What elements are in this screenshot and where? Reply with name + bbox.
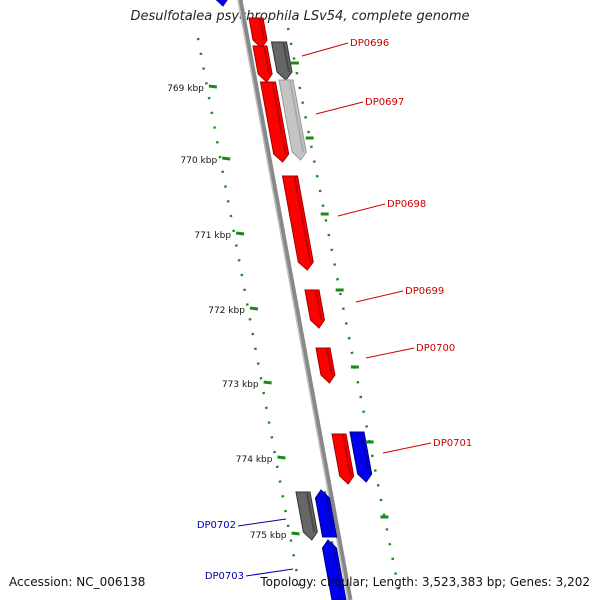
gene-label-dp0701[interactable]: DP0701 [382, 438, 472, 454]
major-tick [263, 380, 272, 385]
major-tick [222, 156, 231, 161]
gene-leader-line [337, 203, 386, 217]
major-tick [235, 231, 245, 236]
gene-layer [213, 0, 373, 600]
gene-arrow-reverse[interactable] [321, 539, 347, 600]
gene-arrow[interactable] [315, 347, 336, 384]
gene-leader-line [315, 101, 364, 115]
gene-label-dp0697[interactable]: DP0697 [315, 97, 404, 115]
gene-label-text[interactable]: DP0697 [365, 97, 404, 108]
kbp-tick-label: 775 kbp [250, 531, 287, 541]
gene-arrow[interactable] [259, 81, 290, 163]
gene-leader-line [365, 347, 415, 359]
map-title: Desulfotalea psychrophila LSv54, complet… [130, 9, 470, 24]
gene-arrow-other[interactable] [295, 491, 318, 541]
gene-leader-line [355, 290, 404, 303]
gene-arrow[interactable] [252, 45, 273, 83]
gene-arrow[interactable] [331, 433, 355, 485]
kbp-tick-label: 774 kbp [236, 455, 273, 465]
gene-arrow[interactable] [248, 17, 268, 49]
gene-leader-line [382, 442, 432, 454]
gene-arrow[interactable] [281, 175, 314, 271]
gene-label-text[interactable]: DP0702 [197, 520, 236, 531]
gene-arrow-reverse[interactable] [314, 489, 338, 538]
kbp-tick-label: 772 kbp [208, 306, 245, 316]
gene-label-text[interactable]: DP0698 [387, 199, 426, 210]
gene-arrow-reverse[interactable] [213, 0, 228, 7]
gene-leader-line [237, 518, 287, 527]
accession-text: Accession: NC_006138 [9, 575, 146, 589]
kbp-tick-label: 769 kbp [167, 84, 204, 94]
gene-label-dp0703[interactable]: DP0703 [205, 568, 294, 582]
gene-label-text[interactable]: DP0700 [416, 343, 455, 354]
gene-arrow-reverse[interactable] [349, 431, 373, 483]
genome-backbone [237, 0, 353, 600]
gene-leader-line [301, 42, 349, 57]
gene-label-dp0696[interactable]: DP0696 [301, 38, 389, 57]
gene-arrow-other[interactable] [278, 79, 307, 161]
kbp-tick-label: 770 kbp [181, 156, 218, 166]
major-tick [249, 306, 259, 311]
topology-summary: Topology: circular; Length: 3,523,383 bp… [260, 575, 590, 589]
gene-arrow[interactable] [304, 289, 326, 329]
kbp-label-layer: 769 kbp 770 kbp 771 kbp 772 kbp 773 kbp 774 k… [167, 61, 389, 541]
major-tick [208, 84, 218, 89]
gene-label-dp0699[interactable]: DP0699 [355, 286, 444, 303]
kbp-tick-label: 771 kbp [194, 231, 231, 241]
gene-label-text[interactable]: DP0699 [405, 286, 444, 297]
gene-label-dp0700[interactable]: DP0700 [365, 343, 455, 359]
gene-label-text[interactable]: DP0703 [205, 571, 244, 582]
kbp-tick-label: 773 kbp [222, 380, 259, 390]
major-tick [277, 455, 286, 460]
gene-label-text[interactable]: DP0696 [350, 38, 389, 49]
tick-layer [196, 27, 400, 590]
left-tick-track [196, 37, 301, 587]
major-tick [291, 531, 300, 536]
gene-label-text[interactable]: DP0701 [433, 438, 472, 449]
gene-leader-line [245, 568, 294, 577]
label-layer: DP0696 DP0697 DP0698 DP0699 DP0700 DP0701 DP07… [197, 38, 472, 582]
gene-arrow-other[interactable] [270, 41, 293, 81]
gene-label-dp0698[interactable]: DP0698 [337, 199, 426, 217]
gene-label-dp0702[interactable]: DP0702 [197, 518, 287, 531]
